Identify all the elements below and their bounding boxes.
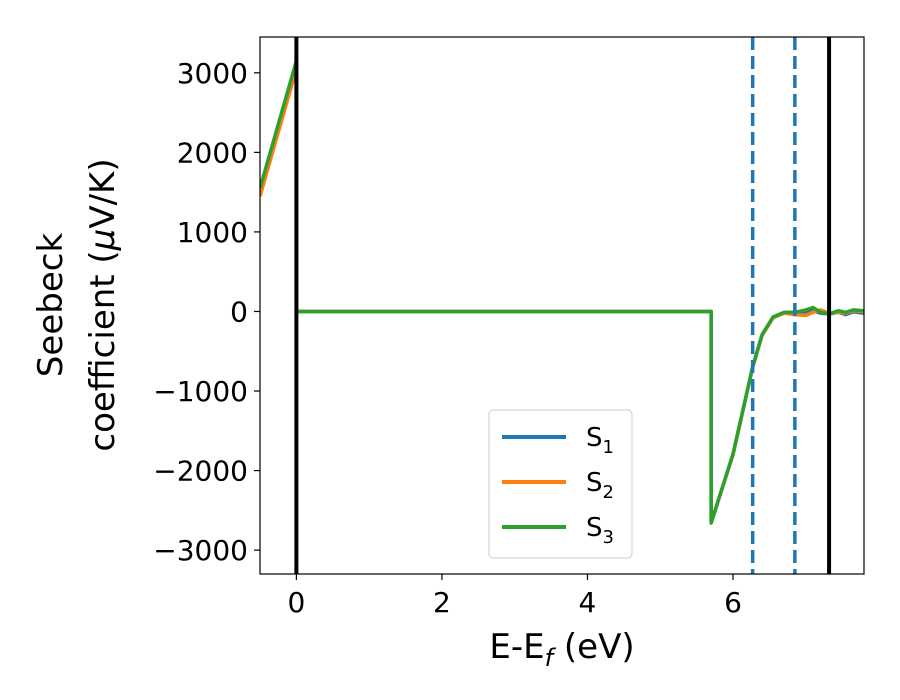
y-tick-label: 2000 <box>177 136 248 169</box>
x-tick-label: 6 <box>724 586 742 619</box>
legend-label-s1: S1 <box>586 423 614 458</box>
y-tick-label: −3000 <box>153 534 248 567</box>
y-tick-label: −2000 <box>153 455 248 488</box>
x-axis-label: E-E <box>489 627 544 667</box>
y-axis-label-line2: coefficient (μV/K) <box>83 158 123 451</box>
x-tick-label: 4 <box>579 586 597 619</box>
legend-label-s3: S3 <box>586 513 614 548</box>
plot-frame <box>259 36 865 575</box>
y-axis-label-prefix: coefficient ( <box>83 250 123 451</box>
y-axis-ticks: 3000 2000 1000 0 −1000 −2000 −3000 <box>153 57 260 567</box>
y-axis-label-mu: μ <box>83 229 123 252</box>
legend-label-s2: S2 <box>586 468 614 503</box>
y-axis-label-unit: V/K) <box>83 158 123 228</box>
series-layer <box>260 59 864 525</box>
y-tick-label: −1000 <box>153 375 248 408</box>
y-tick-label: 0 <box>230 295 248 328</box>
y-tick-label: 3000 <box>177 57 248 90</box>
x-tick-label: 2 <box>433 586 451 619</box>
series-line-s3 <box>260 59 864 525</box>
y-tick-label: 1000 <box>177 216 248 249</box>
x-axis-title: E-Ef (eV) <box>489 627 634 672</box>
x-axis-label-unit: (eV) <box>553 627 635 667</box>
y-axis-title: Seebeck coefficient (μV/K) <box>31 158 123 451</box>
y-axis-label-line1: Seebeck <box>31 233 71 378</box>
legend: S1 S2 S3 <box>488 409 633 559</box>
reference-lines <box>294 37 832 574</box>
x-axis-ticks: 0 2 4 6 <box>287 574 742 619</box>
x-tick-label: 0 <box>287 586 305 619</box>
